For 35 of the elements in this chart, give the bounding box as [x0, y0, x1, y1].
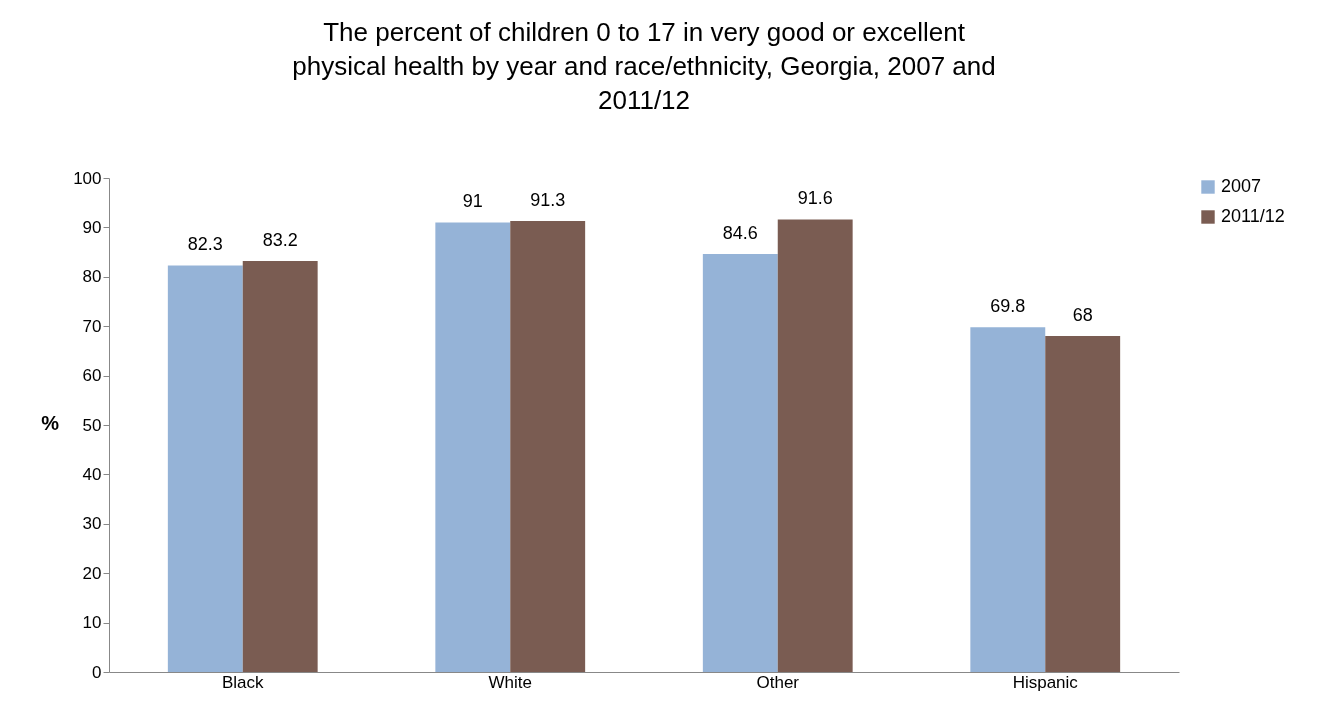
- data-label: 84.6: [722, 223, 758, 244]
- x-tick-label: Hispanic: [1012, 672, 1079, 692]
- legend-label: 2011/12: [1221, 206, 1285, 226]
- data-label: 91.6: [797, 188, 833, 209]
- x-tick-label: Other: [756, 672, 800, 692]
- bar: [970, 327, 1046, 672]
- y-tick-label: 40: [82, 464, 102, 484]
- y-tick-label: 100: [73, 168, 102, 188]
- y-axis-title: %: [41, 411, 60, 434]
- y-tick-label: 20: [82, 563, 102, 583]
- y-tick-label: 30: [82, 514, 102, 534]
- bar: [1045, 336, 1121, 672]
- y-tick-label: 60: [82, 366, 102, 386]
- y-tick-label: 0: [92, 662, 102, 682]
- data-label: 68: [1072, 305, 1093, 326]
- x-tick-label: White: [488, 672, 532, 692]
- legend-label: 2007: [1221, 176, 1262, 196]
- data-label: 82.3: [187, 234, 223, 255]
- y-tick-label: 90: [82, 217, 102, 237]
- y-tick-label: 50: [82, 415, 102, 435]
- y-tick-label: 70: [82, 316, 102, 336]
- bar: [510, 220, 586, 672]
- data-label: 91.3: [530, 189, 566, 210]
- bar: [777, 219, 853, 672]
- bar: [702, 254, 778, 672]
- y-tick-label: 80: [82, 267, 102, 287]
- x-tick-label: Black: [221, 672, 265, 692]
- chart-title: The percent of children 0 to 17 in very good or excellent physical health by year and race/ethnicity, Georgia, 2007 and 2011/12: [292, 17, 996, 115]
- data-label: 83.2: [262, 229, 298, 250]
- y-tick-label: 10: [82, 613, 102, 633]
- bar: [435, 222, 511, 672]
- bar: [167, 265, 243, 672]
- data-label: 91: [462, 191, 483, 212]
- data-label: 69.8: [990, 296, 1026, 317]
- bar: [242, 260, 318, 672]
